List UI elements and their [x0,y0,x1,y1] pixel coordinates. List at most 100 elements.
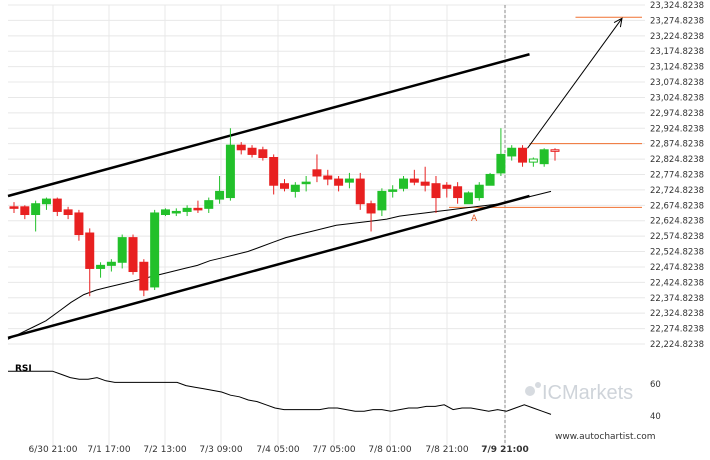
time-tick-label: 7/4 05:00 [256,445,300,455]
candle [507,145,517,161]
price-tick-label: 22,424.8238 [650,278,704,288]
candle-body [96,264,106,269]
candle [518,145,528,167]
price-tick-label: 23,174.8238 [650,47,704,57]
candle-body [20,206,30,216]
icmarkets-logo: ICMarkets [525,382,633,404]
candle-body [128,237,138,273]
candle-body [204,200,214,209]
price-tick-label: 22,574.8238 [650,232,704,242]
candle-body [312,169,322,177]
rsi-label: RSI [15,364,32,374]
candle-body [507,147,517,157]
candle-body [539,149,549,165]
candle [420,166,430,192]
candle-body [247,147,257,155]
candle [388,185,398,198]
forecast-line [527,17,623,149]
candle [474,182,484,201]
candle [399,175,409,192]
candle-body [269,156,279,186]
candle [377,188,387,217]
candle-body [528,158,538,163]
branding: ICMarkets www.autochartist.com [525,382,656,442]
price-tick-label: 23,224.8238 [650,32,704,42]
candle [150,209,160,291]
candle-body [409,178,419,183]
forecast-arrow [527,17,623,149]
moving-average [7,190,552,340]
candle [117,234,127,269]
price-tick-label: 22,774.8238 [650,171,704,181]
candle-body [377,190,387,211]
logo-text: ICMarkets [542,382,633,404]
candle-body [290,184,300,192]
forecast-arrowhead [613,17,623,28]
time-tick-label: 7/1 17:00 [87,445,131,455]
candle [96,262,106,278]
horizontal-levels [449,16,642,208]
time-tick-label: 7/3 09:00 [199,445,243,455]
price-tick-label: 22,374.8238 [650,294,704,304]
candle [258,146,268,161]
rsi-panel: RSI 60 40 [8,364,661,422]
candle [9,202,19,213]
candle [269,154,279,195]
candle-body [9,206,19,209]
candle [247,145,257,158]
candle [160,208,170,217]
candle-body [399,178,409,189]
rsi-tick-label: 40 [650,412,661,422]
pattern-marker: A [471,214,478,224]
candle [20,205,30,220]
candle-body [355,178,365,205]
candle [431,175,441,213]
candle-body [442,184,452,189]
time-tick-label: 7/9 21:00 [481,445,529,455]
time-tick-label: 7/7 05:00 [312,445,356,455]
candle [528,157,538,167]
candle [85,228,95,297]
candle [41,197,51,210]
candle [496,128,506,176]
candle-body [301,181,311,185]
time-tick-label: 7/8 01:00 [368,445,412,455]
price-tick-label: 22,274.8238 [650,325,704,335]
candle [409,169,419,186]
price-tick-label: 23,274.8238 [650,16,704,26]
price-tick-label: 23,074.8238 [650,78,704,88]
price-tick-label: 23,124.8238 [650,63,704,73]
candle-body [139,261,149,291]
time-tick-label: 7/2 13:00 [143,445,187,455]
candle [215,175,225,204]
candle [63,206,73,220]
price-tick-label: 22,824.8238 [650,155,704,165]
price-tick-label: 22,324.8238 [650,309,704,319]
moving-average-line [7,190,552,340]
candle [344,172,354,189]
candle-body [485,173,495,186]
price-tick-label: 23,024.8238 [650,93,704,103]
candle-body [518,147,528,163]
candle-body [150,212,160,288]
candle-body [31,203,41,216]
candle-body [258,149,268,158]
candle [128,234,138,275]
price-tick-label: 22,624.8238 [650,217,704,227]
candle [334,175,344,192]
candle-body [236,144,246,151]
rsi-tick-label: 60 [650,380,661,390]
candle [550,148,560,161]
price-tick-label: 22,974.8238 [650,109,704,119]
candle-body [463,192,473,205]
candle [74,209,84,241]
candle-body [453,186,463,199]
candle [225,128,235,201]
channel-lower-line [7,194,530,339]
candle [453,182,463,204]
candle [236,142,246,155]
candle [301,175,311,192]
candle [290,182,300,198]
candle-body [74,212,84,236]
